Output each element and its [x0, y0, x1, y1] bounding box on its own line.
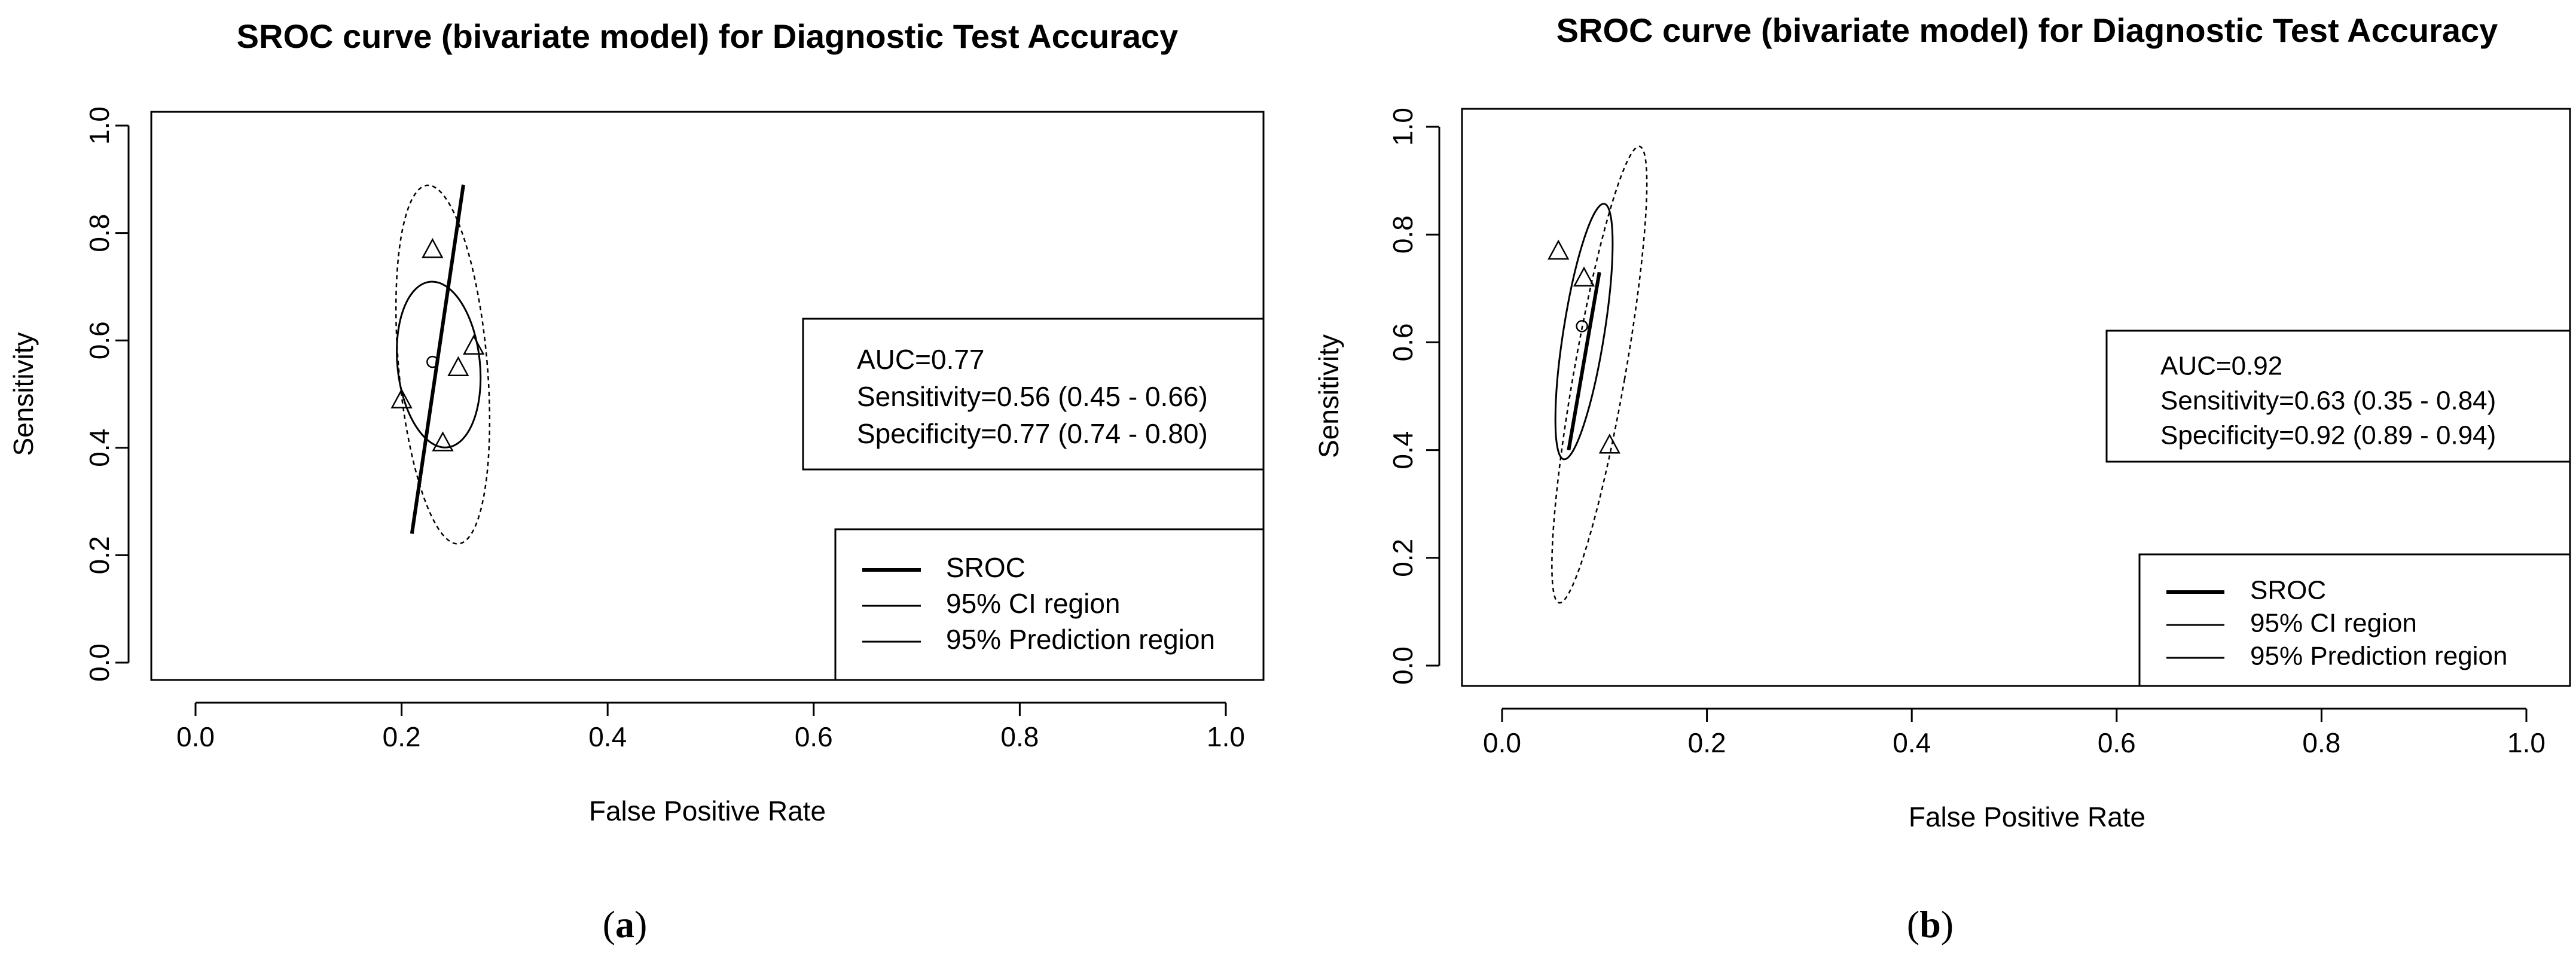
legend-entry: SROC: [2250, 576, 2326, 605]
study-point: [422, 237, 444, 258]
y-tick-label: 0.8: [84, 214, 115, 252]
info-box: [2105, 330, 2571, 463]
y-axis-label: Sensitivity: [1313, 334, 1344, 458]
panel-caption-letter: b: [1919, 903, 1941, 945]
panel-caption: (a): [603, 903, 648, 945]
info-box-line: Specificity=0.92 (0.89 - 0.94): [2160, 421, 2496, 450]
x-tick-label: 0.6: [2098, 727, 2136, 758]
study-point: [463, 334, 485, 355]
panel-caption-letter: a: [615, 903, 634, 945]
y-axis-label: Sensitivity: [8, 332, 39, 456]
legend-entry: 95% CI region: [946, 588, 1121, 619]
x-axis-label: False Positive Rate: [589, 795, 826, 826]
summary-point: [1576, 320, 1588, 333]
x-tick-label: 0.0: [1483, 727, 1521, 758]
study-point: [390, 388, 413, 408]
x-tick-label: 0.6: [795, 721, 833, 752]
legend-entry: SROC: [946, 552, 1025, 583]
info-box-line: Specificity=0.77 (0.74 - 0.80): [857, 418, 1208, 449]
info-box-line: AUC=0.92: [2160, 352, 2282, 381]
chart-title: SROC curve (bivariate model) for Diagnos…: [1556, 11, 2498, 49]
summary-point: [426, 355, 439, 368]
y-tick-label: 0.6: [1387, 323, 1418, 361]
study-point: [1573, 266, 1595, 287]
y-tick-label: 0.4: [84, 429, 115, 467]
info-box: [802, 318, 1265, 471]
y-tick-label: 0.0: [1387, 646, 1418, 685]
y-tick-label: 0.6: [84, 321, 115, 359]
x-tick-label: 0.0: [176, 721, 215, 752]
legend-box: [834, 528, 1265, 681]
study-point: [447, 356, 469, 376]
y-tick-label: 0.8: [1387, 215, 1418, 254]
x-tick-label: 0.4: [588, 721, 627, 752]
study-point: [1548, 239, 1570, 260]
y-tick-label: 0.4: [1387, 431, 1418, 469]
info-box-line: AUC=0.77: [857, 344, 985, 375]
panel-caption: (b): [1907, 903, 1954, 945]
x-tick-label: 0.8: [2302, 727, 2340, 758]
legend-box: [2138, 553, 2571, 687]
x-tick-label: 0.8: [1000, 721, 1039, 752]
study-point: [1598, 433, 1620, 454]
chart-panel-a: SROC curve (bivariate model) for Diagnos…: [8, 17, 1265, 945]
sroc-curve: [1567, 272, 1601, 451]
x-tick-label: 1.0: [2507, 727, 2546, 758]
y-tick-label: 0.0: [84, 643, 115, 682]
legend-entry: 95% Prediction region: [2250, 642, 2507, 671]
chart-title: SROC curve (bivariate model) for Diagnos…: [237, 17, 1179, 55]
x-tick-label: 0.2: [383, 721, 421, 752]
y-tick-label: 1.0: [84, 106, 115, 145]
x-tick-label: 1.0: [1207, 721, 1245, 752]
prediction-region-ellipse: [395, 184, 491, 545]
study-point: [432, 431, 454, 452]
y-tick-label: 1.0: [1387, 108, 1418, 146]
y-tick-label: 0.2: [84, 536, 115, 574]
ci-region-ellipse: [396, 280, 482, 449]
info-box-line: Sensitivity=0.56 (0.45 - 0.66): [857, 381, 1208, 412]
x-axis-label: False Positive Rate: [1909, 801, 2145, 832]
y-tick-label: 0.2: [1387, 539, 1418, 577]
legend-entry: 95% CI region: [2250, 609, 2417, 638]
ci-region-ellipse: [1554, 203, 1614, 460]
chart-panel-b: SROC curve (bivariate model) for Diagnos…: [1313, 11, 2571, 945]
prediction-region-ellipse: [1551, 145, 1648, 604]
x-tick-label: 0.2: [1688, 727, 1726, 758]
legend-entry: 95% Prediction region: [946, 624, 1215, 655]
info-box-line: Sensitivity=0.63 (0.35 - 0.84): [2160, 386, 2496, 416]
x-tick-label: 0.4: [1893, 727, 1931, 758]
